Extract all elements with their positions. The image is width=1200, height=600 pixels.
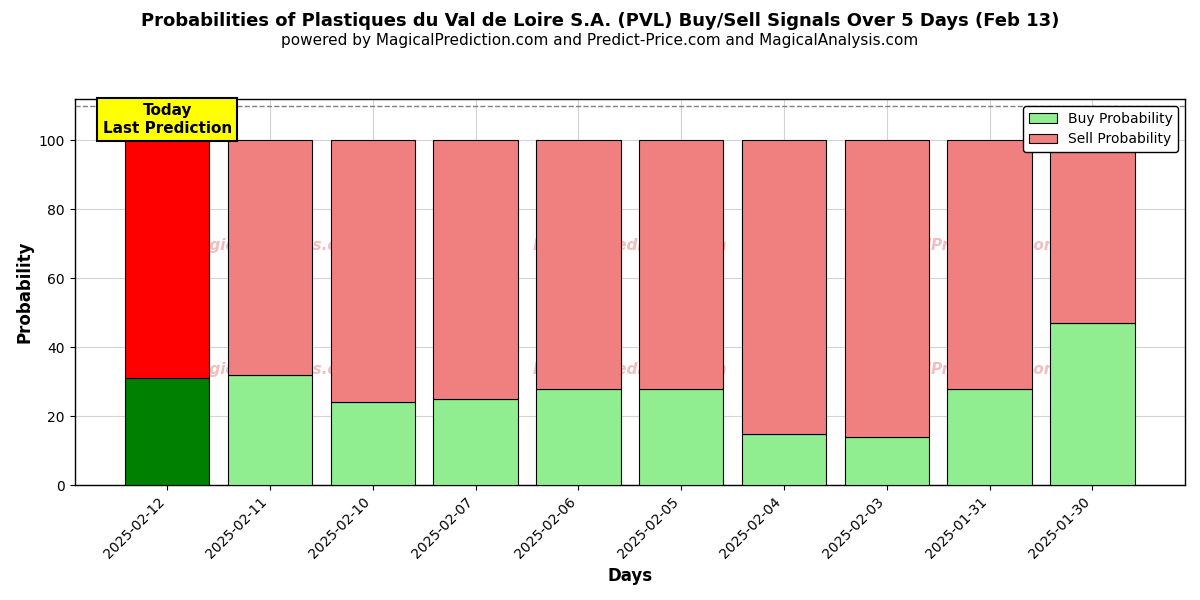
- Bar: [640, 389, 724, 485]
- Bar: [948, 389, 1032, 485]
- Bar: [948, 140, 1032, 389]
- Bar: [536, 140, 620, 389]
- Text: MagicalPrediction.com: MagicalPrediction.com: [533, 362, 727, 377]
- Bar: [228, 375, 312, 485]
- Bar: [742, 434, 826, 485]
- Text: MagicalPrediction.com: MagicalPrediction.com: [533, 238, 727, 253]
- Text: MagicalPrediction.com: MagicalPrediction.com: [865, 238, 1061, 253]
- Bar: [125, 140, 210, 379]
- Text: MagicalAnalysis.com: MagicalAnalysis.com: [185, 362, 364, 377]
- Bar: [640, 140, 724, 389]
- Bar: [125, 379, 210, 485]
- Text: Probabilities of Plastiques du Val de Loire S.A. (PVL) Buy/Sell Signals Over 5 D: Probabilities of Plastiques du Val de Lo…: [140, 12, 1060, 30]
- Bar: [331, 140, 415, 403]
- Bar: [433, 399, 517, 485]
- Bar: [433, 140, 517, 399]
- Text: Today
Last Prediction: Today Last Prediction: [103, 103, 232, 136]
- Bar: [845, 140, 929, 437]
- Bar: [742, 140, 826, 434]
- X-axis label: Days: Days: [607, 567, 653, 585]
- Legend: Buy Probability, Sell Probability: Buy Probability, Sell Probability: [1024, 106, 1178, 152]
- Bar: [1050, 140, 1134, 323]
- Bar: [331, 403, 415, 485]
- Y-axis label: Probability: Probability: [16, 241, 34, 343]
- Bar: [845, 437, 929, 485]
- Text: powered by MagicalPrediction.com and Predict-Price.com and MagicalAnalysis.com: powered by MagicalPrediction.com and Pre…: [281, 33, 919, 48]
- Text: MagicalPrediction.com: MagicalPrediction.com: [865, 362, 1061, 377]
- Bar: [228, 140, 312, 375]
- Bar: [536, 389, 620, 485]
- Text: MagicalAnalysis.com: MagicalAnalysis.com: [185, 238, 364, 253]
- Bar: [1050, 323, 1134, 485]
